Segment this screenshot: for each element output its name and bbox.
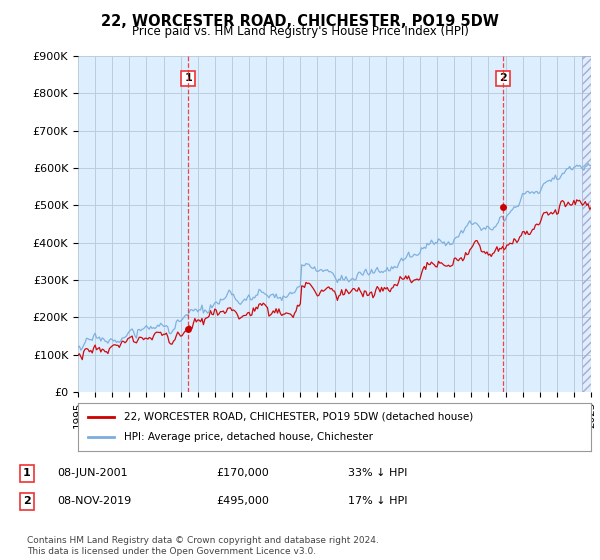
Text: £495,000: £495,000 [216, 496, 269, 506]
Text: 2: 2 [499, 73, 507, 83]
Text: 08-NOV-2019: 08-NOV-2019 [57, 496, 131, 506]
Text: 22, WORCESTER ROAD, CHICHESTER, PO19 5DW (detached house): 22, WORCESTER ROAD, CHICHESTER, PO19 5DW… [124, 412, 473, 422]
Text: HPI: Average price, detached house, Chichester: HPI: Average price, detached house, Chic… [124, 432, 373, 442]
Text: 22, WORCESTER ROAD, CHICHESTER, PO19 5DW: 22, WORCESTER ROAD, CHICHESTER, PO19 5DW [101, 14, 499, 29]
Text: 1: 1 [184, 73, 192, 83]
Text: 17% ↓ HPI: 17% ↓ HPI [348, 496, 407, 506]
Text: 2: 2 [23, 496, 31, 506]
Text: £170,000: £170,000 [216, 468, 269, 478]
Text: 1: 1 [23, 468, 31, 478]
Text: Contains HM Land Registry data © Crown copyright and database right 2024.
This d: Contains HM Land Registry data © Crown c… [27, 536, 379, 556]
Text: 33% ↓ HPI: 33% ↓ HPI [348, 468, 407, 478]
Text: 08-JUN-2001: 08-JUN-2001 [57, 468, 128, 478]
Text: Price paid vs. HM Land Registry's House Price Index (HPI): Price paid vs. HM Land Registry's House … [131, 25, 469, 38]
